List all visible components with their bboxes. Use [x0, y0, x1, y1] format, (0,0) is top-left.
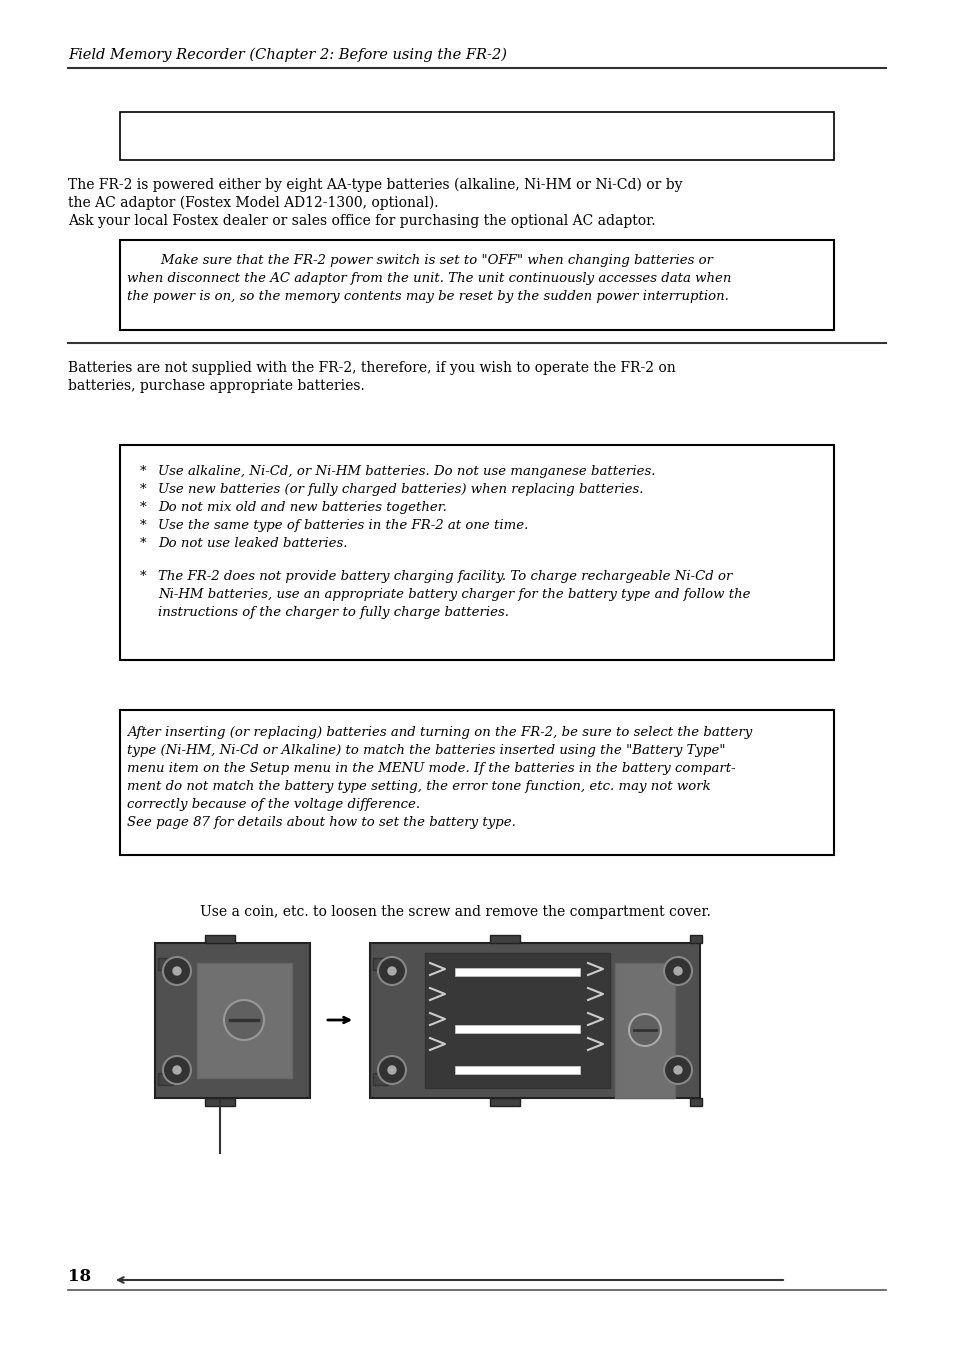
- Circle shape: [673, 967, 681, 975]
- Bar: [158, 958, 172, 970]
- Text: *: *: [140, 570, 147, 584]
- Bar: [689, 935, 701, 943]
- Text: the AC adaptor (Fostex Model AD12-1300, optional).: the AC adaptor (Fostex Model AD12-1300, …: [68, 196, 438, 211]
- Text: Ask your local Fostex dealer or sales office for purchasing the optional AC adap: Ask your local Fostex dealer or sales of…: [68, 213, 655, 228]
- Bar: [490, 935, 519, 943]
- Bar: [370, 943, 700, 1098]
- Text: Use alkaline, Ni-Cd, or Ni-HM batteries. Do not use manganese batteries.: Use alkaline, Ni-Cd, or Ni-HM batteries.…: [158, 465, 655, 478]
- Circle shape: [163, 1056, 191, 1084]
- Text: The FR-2 does not provide battery charging facility. To charge rechargeable Ni-C: The FR-2 does not provide battery chargi…: [158, 570, 732, 584]
- Circle shape: [388, 1066, 395, 1074]
- Text: *: *: [140, 484, 147, 496]
- Bar: [615, 963, 675, 1098]
- Bar: [490, 1098, 519, 1106]
- Text: After inserting (or replacing) batteries and turning on the FR-2, be sure to sel: After inserting (or replacing) batteries…: [127, 725, 752, 739]
- Text: the power is on, so the memory contents may be reset by the sudden power interru: the power is on, so the memory contents …: [127, 290, 728, 303]
- Text: See page 87 for details about how to set the battery type.: See page 87 for details about how to set…: [127, 816, 516, 830]
- Circle shape: [163, 957, 191, 985]
- Bar: [373, 958, 388, 970]
- Circle shape: [663, 957, 691, 985]
- Text: *: *: [140, 465, 147, 478]
- Circle shape: [663, 1056, 691, 1084]
- Text: type (Ni-HM, Ni-Cd or Alkaline) to match the batteries inserted using the "Batte: type (Ni-HM, Ni-Cd or Alkaline) to match…: [127, 744, 724, 757]
- Bar: [689, 1098, 701, 1106]
- Text: ment do not match the battery type setting, the error tone function, etc. may no: ment do not match the battery type setti…: [127, 780, 710, 793]
- Text: The FR-2 is powered either by eight AA-type batteries (alkaline, Ni-HM or Ni-Cd): The FR-2 is powered either by eight AA-t…: [68, 178, 681, 192]
- Bar: [373, 1073, 388, 1085]
- Bar: [120, 444, 833, 661]
- Bar: [120, 240, 833, 330]
- Text: Make sure that the FR-2 power switch is set to "OFF" when changing batteries or: Make sure that the FR-2 power switch is …: [127, 254, 712, 267]
- Bar: [455, 1025, 579, 1034]
- Circle shape: [377, 1056, 406, 1084]
- Circle shape: [377, 957, 406, 985]
- Bar: [158, 1073, 172, 1085]
- Text: instructions of the charger to fully charge batteries.: instructions of the charger to fully cha…: [158, 607, 509, 619]
- Text: Use new batteries (or fully charged batteries) when replacing batteries.: Use new batteries (or fully charged batt…: [158, 484, 643, 496]
- Bar: [120, 711, 833, 855]
- Text: Field Memory Recorder (Chapter 2: Before using the FR-2): Field Memory Recorder (Chapter 2: Before…: [68, 49, 506, 62]
- Bar: [120, 112, 833, 159]
- Text: 18: 18: [68, 1269, 91, 1285]
- Circle shape: [673, 1066, 681, 1074]
- Text: Use the same type of batteries in the FR-2 at one time.: Use the same type of batteries in the FR…: [158, 519, 528, 532]
- Bar: [424, 952, 609, 1088]
- Text: Use a coin, etc. to loosen the screw and remove the compartment cover.: Use a coin, etc. to loosen the screw and…: [200, 905, 710, 919]
- Circle shape: [628, 1015, 660, 1046]
- Text: *: *: [140, 536, 147, 550]
- Circle shape: [172, 967, 181, 975]
- Bar: [205, 935, 234, 943]
- Bar: [455, 1066, 579, 1074]
- Text: Do not use leaked batteries.: Do not use leaked batteries.: [158, 536, 347, 550]
- Circle shape: [224, 1000, 264, 1040]
- Text: batteries, purchase appropriate batteries.: batteries, purchase appropriate batterie…: [68, 380, 364, 393]
- Bar: [154, 943, 310, 1098]
- Text: when disconnect the AC adaptor from the unit. The unit continuously accesses dat: when disconnect the AC adaptor from the …: [127, 272, 731, 285]
- Text: menu item on the Setup menu in the MENU mode. If the batteries in the battery co: menu item on the Setup menu in the MENU …: [127, 762, 735, 775]
- Text: Ni-HM batteries, use an appropriate battery charger for the battery type and fol: Ni-HM batteries, use an appropriate batt…: [158, 588, 750, 601]
- Bar: [205, 1098, 234, 1106]
- Circle shape: [388, 967, 395, 975]
- Bar: [196, 963, 292, 1078]
- Text: correctly because of the voltage difference.: correctly because of the voltage differe…: [127, 798, 419, 811]
- Text: *: *: [140, 501, 147, 513]
- Bar: [455, 969, 579, 975]
- Text: Do not mix old and new batteries together.: Do not mix old and new batteries togethe…: [158, 501, 446, 513]
- Text: Batteries are not supplied with the FR-2, therefore, if you wish to operate the : Batteries are not supplied with the FR-2…: [68, 361, 675, 376]
- Text: *: *: [140, 519, 147, 532]
- Circle shape: [172, 1066, 181, 1074]
